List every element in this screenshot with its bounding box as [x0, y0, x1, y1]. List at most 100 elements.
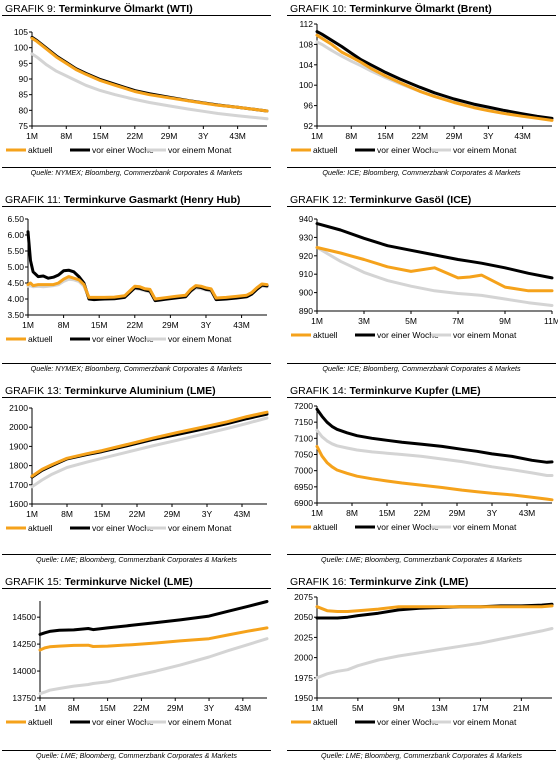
title-rule: [287, 397, 556, 398]
source-rule: [2, 554, 271, 555]
chart-source: Quelle: LME; Bloomberg, Commerzbank Corp…: [36, 555, 237, 564]
y-tick-label: 13750: [12, 693, 36, 703]
y-tick-label: 1900: [9, 441, 28, 451]
x-tick-label: 1M: [26, 131, 38, 141]
y-tick-label: 92: [304, 121, 314, 131]
x-tick-label: 29M: [167, 703, 184, 713]
x-tick-label: 15M: [91, 320, 108, 330]
y-tick-label: 2100: [9, 403, 28, 413]
chart-source: Quelle: NYMEX; Bloomberg, Commerzbank Co…: [30, 168, 243, 177]
x-tick-label: 29M: [446, 131, 463, 141]
chart-panel: GRAFIK 14: Terminkurve Kupfer (LME) 6900…: [287, 382, 556, 573]
chart-panel: GRAFIK 13: Terminkurve Aluminium (LME) 1…: [2, 382, 271, 573]
series-line-woche: [315, 407, 554, 464]
chart-title: GRAFIK 14: Terminkurve Kupfer (LME): [290, 385, 481, 397]
y-tick-label: 14250: [12, 639, 36, 649]
x-tick-label: 5M: [352, 703, 364, 713]
series-line-aktuell: [315, 33, 554, 122]
x-tick-label: 29M: [164, 509, 181, 519]
x-tick-label: 43M: [519, 508, 536, 518]
legend-label-monat: vor einem Monat: [168, 717, 232, 727]
legend-label-monat: vor einem Monat: [453, 330, 517, 340]
x-tick-label: 43M: [234, 509, 251, 519]
x-tick-label: 43M: [235, 703, 252, 713]
x-tick-label: 1M: [34, 703, 46, 713]
chart-title: GRAFIK 16: Terminkurve Zink (LME): [290, 576, 468, 588]
legend-label-woche: vor einer Woche: [377, 717, 439, 727]
y-tick-label: 1800: [9, 461, 28, 471]
y-tick-label: 75: [19, 121, 29, 131]
y-tick-label: 4.00: [7, 294, 24, 304]
x-tick-label: 22M: [127, 131, 144, 141]
chart-title: GRAFIK 11: Terminkurve Gasmarkt (Henry H…: [5, 194, 240, 206]
chart-source: Quelle: ICE; Bloomberg, Commerzbank Corp…: [322, 364, 521, 373]
grafik-label: GRAFIK 16:: [290, 576, 347, 588]
chart-svg: 1600 1700 1800 1900 2000 2100 1M 8M 15M 22M 29M 3Y 4…: [6, 403, 269, 533]
x-tick-label: 8M: [58, 320, 70, 330]
chart-title-text: Terminkurve Ölmarkt (Brent): [349, 3, 492, 15]
chart-svg: 6900 6950 7000 7050 7100 7150 7200 1M 8M 15M 22M 29…: [291, 401, 554, 532]
legend-label-monat: vor einem Monat: [168, 523, 232, 533]
grafik-label: GRAFIK 10:: [290, 3, 347, 15]
y-tick-label: 14000: [12, 666, 36, 676]
chart-source: Quelle: LME; Bloomberg, Commerzbank Corp…: [36, 751, 237, 760]
x-tick-label: 1M: [311, 131, 323, 141]
x-tick-label: 8M: [61, 509, 73, 519]
y-tick-label: 90: [19, 74, 29, 84]
y-tick-label: 7100: [294, 433, 313, 443]
y-tick-label: 14500: [12, 612, 36, 622]
source-rule: [287, 363, 556, 364]
x-tick-label: 15M: [379, 508, 396, 518]
y-tick-label: 6950: [294, 482, 313, 492]
series-line-monat: [30, 52, 269, 121]
source-rule: [287, 750, 556, 751]
y-tick-label: 6.00: [7, 230, 24, 240]
chart-source: Quelle: NYMEX; Bloomberg, Commerzbank Co…: [30, 364, 243, 373]
x-tick-label: 5M: [405, 316, 417, 326]
y-tick-label: 7000: [294, 466, 313, 476]
legend-label-woche: vor einer Woche: [92, 145, 154, 155]
legend-label-woche: vor einer Woche: [92, 717, 154, 727]
chart-panel: GRAFIK 9: Terminkurve Ölmarkt (WTI) 75 80…: [2, 0, 271, 191]
y-tick-label: 96: [304, 101, 314, 111]
chart-panel: GRAFIK 16: Terminkurve Zink (LME) 1950 19…: [287, 573, 556, 764]
y-tick-label: 1700: [9, 480, 28, 490]
y-tick-label: 104: [299, 60, 313, 70]
source-rule: [2, 167, 271, 168]
y-tick-label: 7200: [294, 401, 313, 411]
x-tick-label: 21M: [513, 703, 530, 713]
series-line-woche: [315, 222, 554, 280]
x-tick-label: 15M: [99, 703, 116, 713]
legend-label-woche: vor einer Woche: [92, 523, 154, 533]
x-tick-label: 15M: [94, 509, 111, 519]
source-rule: [287, 167, 556, 168]
chart-title: GRAFIK 10: Terminkurve Ölmarkt (Brent): [290, 3, 492, 15]
y-tick-label: 5.00: [7, 262, 24, 272]
series-line-monat: [30, 416, 269, 489]
legend-label-monat: vor einem Monat: [168, 145, 232, 155]
legend-label-woche: vor einer Woche: [377, 522, 439, 532]
legend-label-monat: vor einem Monat: [453, 145, 517, 155]
source-rule: [2, 750, 271, 751]
chart-title-text: Terminkurve Gasmarkt (Henry Hub): [63, 194, 241, 206]
grafik-label: GRAFIK 12:: [290, 194, 347, 206]
title-rule: [287, 206, 556, 207]
legend-label-woche: vor einer Woche: [377, 145, 439, 155]
y-tick-label: 920: [299, 251, 313, 261]
x-tick-label: 22M: [129, 509, 146, 519]
chart-title-text: Terminkurve Zink (LME): [349, 576, 469, 588]
x-tick-label: 8M: [345, 131, 357, 141]
chart-svg: 13750 14000 14250 14500 1M 8M 15M 22M 29M 3Y 43M ak…: [6, 600, 269, 727]
x-tick-label: 3Y: [204, 703, 215, 713]
title-rule: [2, 206, 271, 207]
x-tick-label: 43M: [514, 131, 531, 141]
x-tick-label: 22M: [412, 131, 429, 141]
x-tick-label: 1M: [22, 320, 34, 330]
y-tick-label: 910: [299, 269, 313, 279]
chart-title: GRAFIK 12: Terminkurve Gasöl (ICE): [290, 194, 471, 206]
x-tick-label: 1M: [311, 703, 323, 713]
chart-svg: 92 96 100 104 108 112 1M 8M 15M 22M 29M 3Y 43M aktuel…: [291, 19, 554, 155]
x-tick-label: 8M: [346, 508, 358, 518]
chart-title: GRAFIK 9: Terminkurve Ölmarkt (WTI): [5, 3, 193, 15]
x-tick-label: 43M: [233, 320, 250, 330]
